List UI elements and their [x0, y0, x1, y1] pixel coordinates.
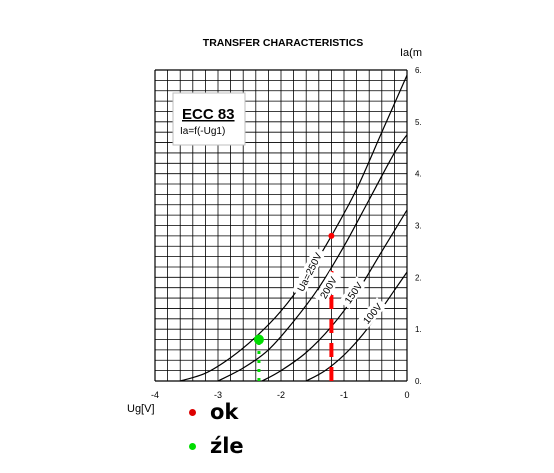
series-label-group: 100V — [357, 297, 387, 330]
y-tick-label: 3. — [415, 222, 422, 231]
legend-label-ok: ok — [210, 400, 239, 424]
series-line-1 — [217, 134, 408, 382]
y-tick-label: 4. — [415, 170, 422, 179]
series-label-group: 150V — [338, 276, 368, 309]
legend-label-zle: źle — [210, 434, 244, 458]
legend-item-ok: ok — [189, 400, 238, 424]
y-axis-label: Ia(m — [400, 47, 422, 59]
y-tick-label: 0. — [415, 377, 422, 386]
series-label-bg — [338, 276, 368, 309]
y-tick-label: 5. — [415, 118, 422, 127]
legend-dot-zle — [189, 442, 196, 450]
series-label-bg — [314, 270, 342, 305]
series-line-3 — [305, 271, 408, 382]
marker-1 — [253, 334, 264, 345]
y-tick-label: 1. — [415, 325, 422, 334]
x-tick-label: -4 — [151, 390, 159, 400]
legend-dot-ok — [189, 408, 196, 416]
x-axis-label: Ug[V] — [127, 403, 155, 415]
marker-0 — [328, 232, 335, 239]
x-tick-label: -2 — [277, 390, 285, 400]
series-line-0 — [180, 74, 408, 382]
y-tick-label: 6. — [415, 66, 422, 75]
chart-title: TRANSFER CHARACTERISTICS — [203, 37, 363, 49]
x-tick-label: 0 — [404, 390, 409, 400]
x-tick-label: -3 — [214, 390, 222, 400]
tube-name: ECC 83 — [182, 106, 235, 123]
series-label-bg — [357, 297, 387, 330]
marks — [253, 232, 335, 381]
curves — [180, 74, 408, 382]
series-label-bg — [291, 246, 326, 297]
tube-formula: Ia=f(-Ug1) — [180, 126, 225, 137]
tube-label-box: ECC 83 Ia=f(-Ug1) — [172, 92, 246, 146]
x-tick-label: -1 — [340, 390, 348, 400]
ticks: -4 -3 -2 -1 0 0. 1. 2. 3. 4. 5. 6. — [151, 66, 422, 400]
y-tick-label: 2. — [415, 273, 422, 282]
legend-item-zle: źle — [189, 434, 244, 458]
